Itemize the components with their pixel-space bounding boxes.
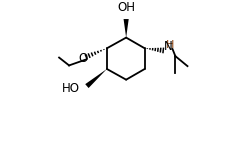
Polygon shape bbox=[85, 69, 107, 88]
Text: H: H bbox=[166, 40, 175, 50]
Text: O: O bbox=[78, 52, 87, 65]
Text: HO: HO bbox=[62, 82, 80, 95]
Text: N: N bbox=[164, 40, 173, 53]
Text: OH: OH bbox=[117, 1, 135, 14]
Polygon shape bbox=[124, 19, 129, 38]
